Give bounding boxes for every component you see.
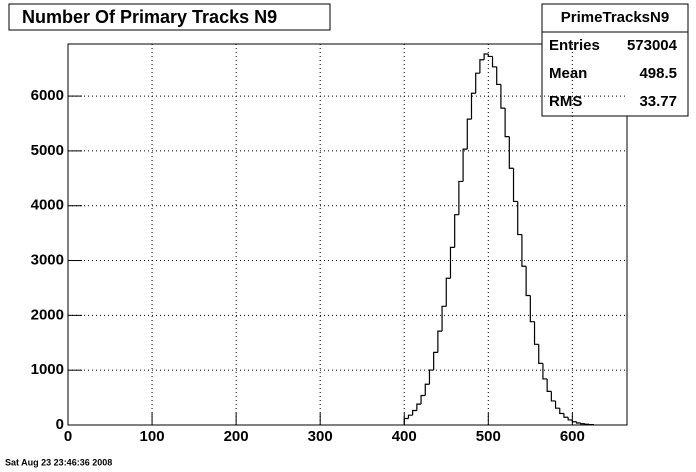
y-tick-label: 4000 <box>31 197 64 214</box>
x-tick-label: 0 <box>64 428 72 445</box>
stats-value: 33.77 <box>639 93 677 110</box>
histogram-bin <box>580 422 585 425</box>
x-tick-label: 100 <box>140 428 165 445</box>
histogram-bin <box>441 305 447 332</box>
histogram-bin <box>454 214 459 248</box>
histogram-bin <box>504 108 510 138</box>
x-tick-label: 300 <box>308 428 333 445</box>
histogram-bin <box>525 266 531 297</box>
histogram-bin <box>445 277 451 307</box>
histogram-bin <box>462 148 468 182</box>
histogram-bin <box>512 168 518 203</box>
y-tick-label: 6000 <box>31 87 64 104</box>
histogram-bin <box>559 408 564 415</box>
histogram-bin <box>546 378 552 392</box>
title-box <box>8 3 331 31</box>
histogram-bin <box>529 295 535 323</box>
histogram-bin <box>416 403 422 411</box>
histogram-bin <box>588 423 594 426</box>
x-tick-label: 600 <box>560 428 585 445</box>
histogram-bin <box>407 414 413 419</box>
histogram-bin <box>563 413 569 418</box>
histogram-bin <box>470 92 476 120</box>
histogram-bin <box>521 234 527 267</box>
histogram-bin <box>491 56 497 68</box>
histogram-bin <box>554 400 560 409</box>
histogram-bin <box>567 417 573 421</box>
plot-frame <box>67 43 628 426</box>
histogram-bin <box>487 54 493 58</box>
y-tick-label: 3000 <box>31 252 64 269</box>
stats-label: Mean <box>549 65 587 82</box>
x-tick-label: 500 <box>476 428 501 445</box>
histogram-bin <box>496 66 501 86</box>
y-tick-label: 0 <box>56 416 64 433</box>
histogram-bin <box>403 417 409 425</box>
histogram-bin <box>475 72 480 94</box>
histogram-bin <box>538 344 543 364</box>
histogram-bin <box>483 53 489 60</box>
histogram-bin <box>428 369 434 385</box>
y-tick-label: 2000 <box>31 306 64 323</box>
histogram-bin <box>433 351 438 371</box>
histogram-bin <box>420 394 426 405</box>
histogram-bin <box>500 84 506 109</box>
histogram-bin <box>542 363 548 380</box>
stats-label: RMS <box>549 93 582 110</box>
histogram-bin <box>466 118 472 150</box>
x-tick-label: 400 <box>392 428 417 445</box>
histogram-bin <box>575 421 581 424</box>
x-tick-label: 200 <box>224 428 249 445</box>
footer-date: Sat Aug 23 23:46:36 2008 <box>5 457 112 467</box>
histogram-bin <box>449 246 455 279</box>
histogram-bin <box>533 321 539 345</box>
y-tick-label: 1000 <box>31 361 64 378</box>
histogram-bin <box>550 391 556 402</box>
stats-title: PrimeTracksN9 <box>561 9 669 26</box>
histogram-bin <box>437 330 443 353</box>
stats-value: 498.5 <box>639 65 677 82</box>
histogram-bin <box>424 383 430 396</box>
histogram-bin <box>571 419 577 423</box>
histogram-bin <box>508 136 514 169</box>
y-tick-label: 5000 <box>31 142 64 159</box>
stats-box <box>541 3 689 117</box>
histogram-bin <box>412 409 417 416</box>
stats-label: Entries <box>549 37 600 54</box>
histogram-bin <box>458 180 464 215</box>
stats-value: 573004 <box>627 37 678 54</box>
histogram-bin <box>517 201 522 236</box>
histogram-bin <box>479 59 485 74</box>
chart-title: Number Of Primary Tracks N9 <box>22 7 277 27</box>
